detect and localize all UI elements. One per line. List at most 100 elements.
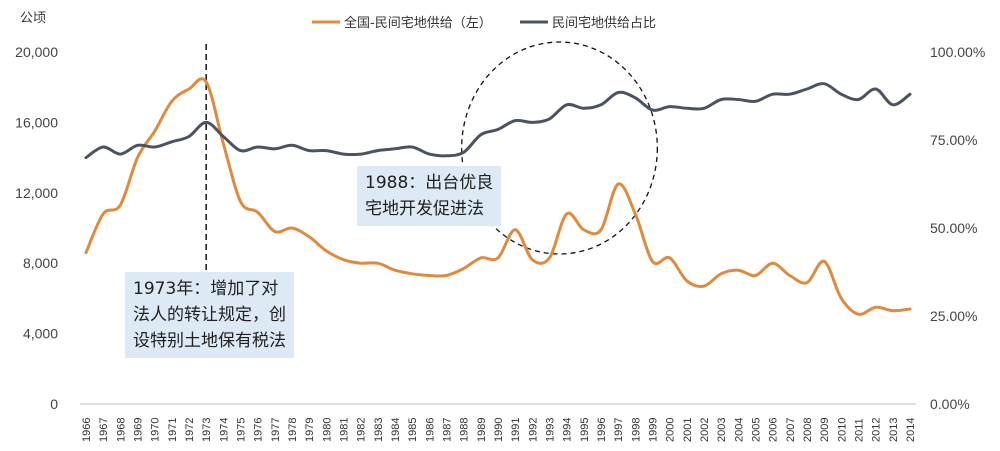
x-tick-label: 2005 <box>751 418 763 442</box>
x-tick-label: 1971 <box>167 418 179 442</box>
x-tick-label: 1994 <box>562 418 574 442</box>
x-tick-label: 2002 <box>699 418 711 442</box>
x-tick-label: 1966 <box>81 418 93 442</box>
point-share <box>479 133 483 137</box>
x-tick-label: 2013 <box>888 418 900 442</box>
point-share <box>136 143 140 147</box>
x-tick-label: 1998 <box>630 418 642 442</box>
point-supply <box>136 156 140 160</box>
annotation-1988-circle <box>461 41 658 255</box>
point-share <box>410 145 414 149</box>
point-supply <box>393 268 397 272</box>
x-tick-label: 2000 <box>665 418 677 442</box>
x-tick-label: 1996 <box>596 418 608 442</box>
point-share <box>118 152 122 156</box>
x-tick-label: 1997 <box>613 418 625 442</box>
x-tick-label: 2003 <box>716 418 728 442</box>
point-share <box>599 103 603 107</box>
series-line-share <box>84 82 912 160</box>
y-left-tick-label: 20,000 <box>15 44 58 60</box>
point-supply <box>410 272 414 276</box>
x-tick-label: 2004 <box>733 418 745 442</box>
point-share <box>719 98 723 102</box>
point-share <box>530 120 534 124</box>
point-share <box>290 143 294 147</box>
point-share <box>462 150 466 154</box>
point-share <box>324 149 328 153</box>
y-right-tick-label: 100.00% <box>930 44 985 60</box>
x-tick-label: 1969 <box>133 418 145 442</box>
point-share <box>685 106 689 110</box>
x-tick-label: 1977 <box>270 418 282 442</box>
annotation-1988: 1988：出台优良 宅地开发促进法 <box>357 166 502 226</box>
y-right-tick-label: 50.00% <box>930 220 977 236</box>
point-share <box>891 103 895 107</box>
x-tick-label: 2014 <box>905 418 917 442</box>
point-supply <box>668 256 672 260</box>
x-tick-label: 2009 <box>819 418 831 442</box>
point-share <box>496 127 500 131</box>
x-tick-label: 1979 <box>304 418 316 442</box>
x-tick-label: 1990 <box>493 418 505 442</box>
point-share <box>788 92 792 96</box>
point-share <box>307 149 311 153</box>
point-share <box>427 152 431 156</box>
point-share <box>565 103 569 107</box>
series-line-supply <box>84 77 912 316</box>
x-tick-label: 1992 <box>527 418 539 442</box>
point-share <box>273 147 277 151</box>
point-supply <box>513 228 517 232</box>
annotation-line: 1988：出台优良 <box>365 173 494 193</box>
point-supply <box>239 200 243 204</box>
annotation-line: 1973年：增加了对 <box>133 279 279 299</box>
point-share <box>839 92 843 96</box>
x-tick-label: 1976 <box>253 418 265 442</box>
x-tick-label: 1984 <box>390 418 402 442</box>
x-tick-label: 2006 <box>768 418 780 442</box>
point-share <box>702 106 706 110</box>
point-share <box>256 145 260 149</box>
point-share <box>513 119 517 123</box>
point-supply <box>84 251 88 255</box>
point-share <box>170 140 174 144</box>
point-share <box>616 91 620 95</box>
x-tick-label: 1989 <box>476 418 488 442</box>
x-tick-label: 1975 <box>236 418 248 442</box>
left-axis-unit: 公顷 <box>20 11 46 26</box>
point-supply <box>788 274 792 278</box>
x-tick-label: 1982 <box>356 418 368 442</box>
x-tick-label: 1981 <box>339 418 351 442</box>
point-supply <box>170 99 174 103</box>
x-tick-label: 1986 <box>424 418 436 442</box>
x-tick-label: 2010 <box>836 418 848 442</box>
point-share <box>187 135 191 139</box>
x-tick-label: 1985 <box>407 418 419 442</box>
point-supply <box>651 259 655 263</box>
x-tick-label: 1972 <box>184 418 196 442</box>
x-tick-label: 1995 <box>579 418 591 442</box>
y-left-tick-label: 16,000 <box>15 114 58 130</box>
point-supply <box>874 305 878 309</box>
point-share <box>651 108 655 112</box>
point-supply <box>685 279 689 283</box>
point-share <box>668 105 672 109</box>
x-tick-label: 1993 <box>545 418 557 442</box>
point-supply <box>101 212 105 216</box>
y-right-tick-label: 75.00% <box>930 132 977 148</box>
point-supply <box>376 261 380 265</box>
point-supply <box>187 87 191 91</box>
point-share <box>908 92 912 96</box>
x-tick-label: 2012 <box>871 418 883 442</box>
x-tick-label: 1980 <box>321 418 333 442</box>
x-tick-label: 1967 <box>98 418 110 442</box>
point-share <box>393 147 397 151</box>
point-share <box>204 120 208 124</box>
point-share <box>342 152 346 156</box>
x-tick-label: 2011 <box>854 418 866 442</box>
point-supply <box>822 259 826 263</box>
point-supply <box>273 230 277 234</box>
point-supply <box>307 235 311 239</box>
y-left-tick-label: 8,000 <box>23 255 58 271</box>
annotation-line: 设特别土地保有税法 <box>133 331 286 351</box>
point-share <box>548 117 552 121</box>
